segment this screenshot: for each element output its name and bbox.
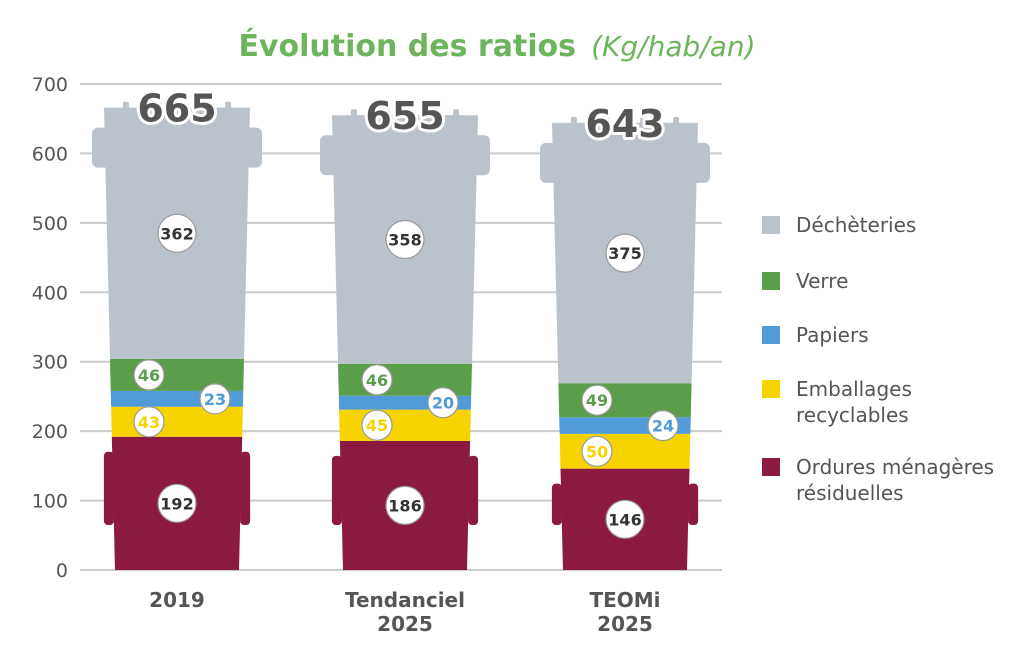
bin-lid-knob [640,116,647,127]
value-badge [157,483,197,523]
legend-label: Emballages [796,377,912,401]
y-tick-label: 100 [32,491,68,513]
bin-lid-knob [225,101,232,112]
legend-label: Verre [796,269,848,293]
value-label: 49 [586,391,608,410]
bin-lid-knob [350,109,357,120]
y-tick-label: 600 [32,143,68,165]
value-label: 20 [432,394,454,413]
bin-handle-right [688,483,699,525]
x-tick-label: TEOMi [589,588,660,612]
value-label: 146 [608,510,641,529]
bin-lid-knob [420,109,427,120]
value-badge [647,410,679,442]
bin-lid-knob [570,116,577,127]
bin-handle-right [240,451,251,525]
y-tick-label: 300 [32,352,68,374]
bin-lid-knob [155,101,162,112]
bin-lid-knob [453,109,460,120]
legend-swatch [762,272,780,290]
value-label: 24 [652,417,674,436]
bin-lid-top [560,122,690,153]
y-tick-label: 500 [32,213,68,235]
chart-title: Évolution des ratios (Kg/hab/an) [238,28,755,64]
y-tick-label: 400 [32,282,68,304]
x-tick-label: 2025 [597,612,653,636]
y-tick-label: 200 [32,421,68,443]
y-tick-label: 700 [32,74,68,96]
bin-handle-right [468,455,479,525]
legend-swatch [762,326,780,344]
bin-0: 665 192 43 23 46 362 2019 [92,84,262,612]
value-label: 362 [160,224,193,243]
bin-lid-knob [122,101,129,112]
x-tick-label: 2019 [149,588,205,612]
value-badge [133,406,165,438]
x-tick-label: 2025 [377,612,433,636]
legend-swatch [762,216,780,234]
value-badge [581,435,613,467]
bin-lid-top [112,107,242,138]
value-label: 45 [366,416,388,435]
legend-label: résiduelles [796,481,904,505]
value-badge [605,499,645,539]
segment-Verre [558,383,692,418]
legend-label: recyclables [796,403,909,427]
value-badge [133,359,165,391]
legend-label: Déchèteries [796,213,916,237]
total-label: 643 [585,102,664,146]
bin-handle-left [103,451,114,525]
value-badge [605,233,645,273]
chart-title-main: Évolution des ratios [238,28,576,64]
value-label: 23 [204,390,226,409]
value-badge [157,213,197,253]
total-label: 655 [365,94,444,138]
bin-handle-left [551,483,562,525]
value-label: 358 [388,231,421,250]
bin-lid-top [340,115,470,146]
legend-swatch [762,380,780,398]
bin-lid-knob [673,116,680,127]
bin-handle-left [331,455,342,525]
legend-label: Papiers [796,323,869,347]
value-badge [581,384,613,416]
value-badge [199,383,231,415]
value-label: 186 [388,496,421,515]
value-label: 375 [608,244,641,263]
value-badge [361,409,393,441]
total-label: 665 [137,87,216,131]
chart-title-unit: (Kg/hab/an) [591,30,755,63]
legend-label: Ordures ménagères [796,455,994,479]
value-badge [361,364,393,396]
legend: Déchèteries Verre Papiers Emballagesrecycla… [762,213,994,505]
x-tick-label: Tendanciel [345,588,465,612]
y-tick-label: 0 [56,560,68,582]
y-axis: 0 100 200 300 400 500 600 700 [32,74,68,582]
bin-lid-knob [603,116,610,127]
value-badge [385,485,425,525]
bins-group: 665 192 43 23 46 362 2019 655 186 45 20 46 358 Tendan… [92,84,710,636]
value-label: 43 [138,413,160,432]
value-badge [385,219,425,260]
value-label: 46 [138,366,160,385]
value-badge [427,387,459,419]
value-label: 50 [586,442,608,461]
bin-lid-knob [192,101,199,112]
value-label: 192 [160,494,193,513]
legend-swatch [762,458,780,476]
value-label: 46 [366,371,388,390]
bin-lid-knob [383,109,390,120]
